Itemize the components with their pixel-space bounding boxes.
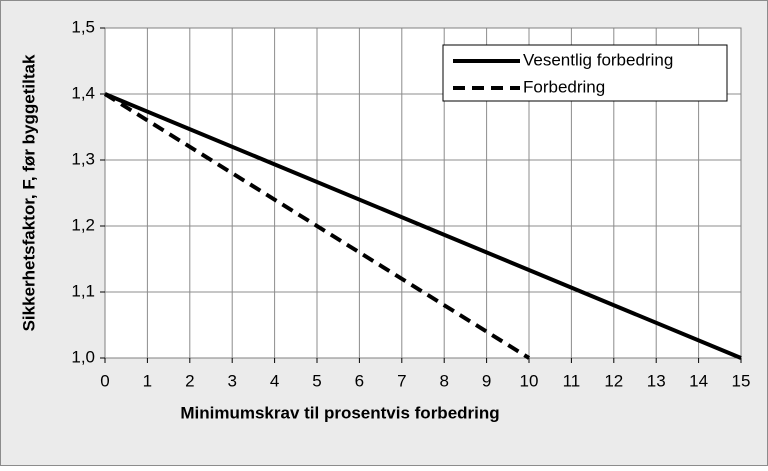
x-tick-label: 1 [143,371,152,390]
x-tick-label: 4 [270,371,279,390]
x-tick-label: 9 [482,371,491,390]
x-tick-label: 15 [732,371,751,390]
x-tick-label: 8 [439,371,448,390]
x-tick-label: 14 [689,371,708,390]
x-tick-label: 6 [355,371,364,390]
y-tick-label: 1,5 [71,17,95,36]
legend-label: Vesentlig forbedring [523,50,673,69]
plot-border [104,27,742,359]
legend-label: Forbedring [523,77,605,96]
y-tick-label: 1,2 [71,215,95,234]
x-axis-label: Minimumskrav til prosentvis forbedring [180,403,499,422]
x-tick-label: 3 [227,371,236,390]
legend-box [442,44,728,102]
y-axis-label: Sikkerhetsfaktor, F, før byggetiltak [19,54,38,331]
x-tick-label: 5 [312,371,321,390]
x-tick-label: 11 [563,371,581,390]
x-tick-label: 13 [647,371,666,390]
y-tick-label: 1,3 [71,149,95,168]
y-tick-label: 1,4 [71,83,95,102]
x-tick-label: 0 [100,371,109,390]
line-series [104,92,742,360]
x-tick-label: 12 [604,371,623,390]
y-tick-label: 1,0 [71,347,95,366]
y-tick-label: 1,1 [71,281,95,300]
x-tick-label: 7 [397,371,406,390]
x-tick-label: 2 [185,371,194,390]
x-tick-label: 10 [520,371,539,390]
line-series [103,92,531,360]
